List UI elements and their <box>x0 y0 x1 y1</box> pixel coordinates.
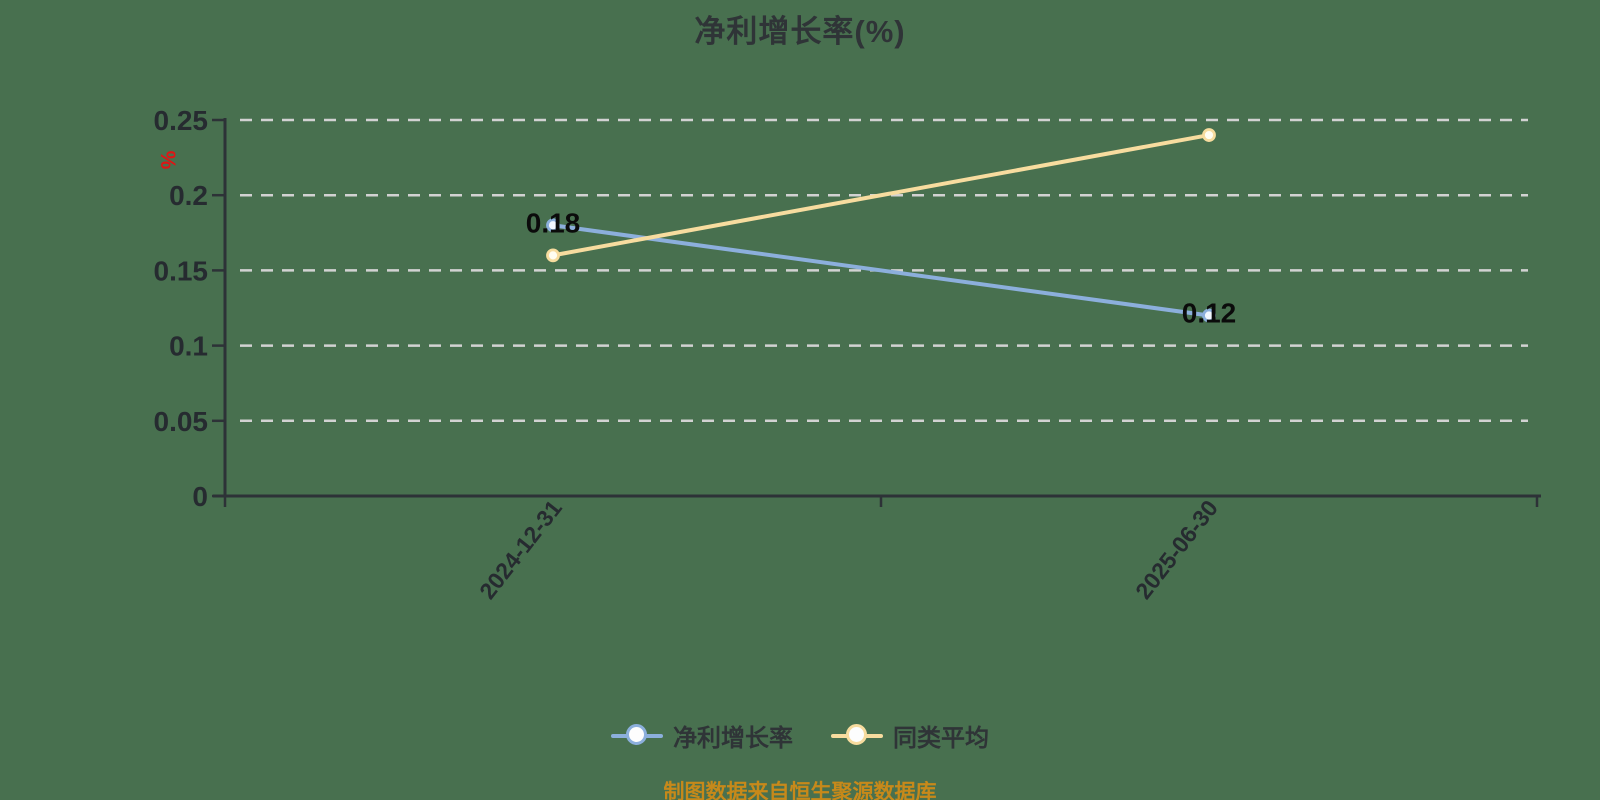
legend-label: 同类平均 <box>893 725 989 752</box>
legend: 净利增长率 同类平均 <box>0 718 1600 753</box>
data-point-marker <box>546 218 560 233</box>
data-point-marker <box>1202 128 1216 142</box>
legend-marker-icon <box>611 723 663 748</box>
x-tick-label: 2024-12-31 <box>474 495 567 604</box>
source-note: 制图数据来自恒生聚源数据库 <box>663 781 937 800</box>
legend-item-净利增长率[interactable]: 净利增长率 <box>611 718 793 753</box>
series-line-净利增长率 <box>551 223 1211 318</box>
chart-title: 净利增长率(%) <box>694 14 906 49</box>
series-line-同类平均 <box>551 133 1211 258</box>
data-point-label: 0.18 <box>526 207 581 238</box>
y-tick-label: 0.1 <box>169 331 208 362</box>
data-point-label: 0.12 <box>1182 298 1237 329</box>
data-point-marker <box>546 248 560 263</box>
y-tick-label: 0.05 <box>154 406 209 437</box>
legend-item-同类平均[interactable]: 同类平均 <box>831 718 989 753</box>
data-point-marker <box>1202 308 1216 323</box>
legend-marker-icon <box>831 723 883 748</box>
legend-label: 净利增长率 <box>673 725 793 752</box>
y-tick-label: 0.15 <box>154 255 209 286</box>
x-tick-label: 2025-06-30 <box>1130 495 1223 604</box>
y-tick-label: 0.25 <box>154 105 209 136</box>
y-tick-label: 0 <box>192 481 208 512</box>
y-tick-label: 0.2 <box>169 180 208 211</box>
y-axis-unit-label: % <box>156 151 179 170</box>
